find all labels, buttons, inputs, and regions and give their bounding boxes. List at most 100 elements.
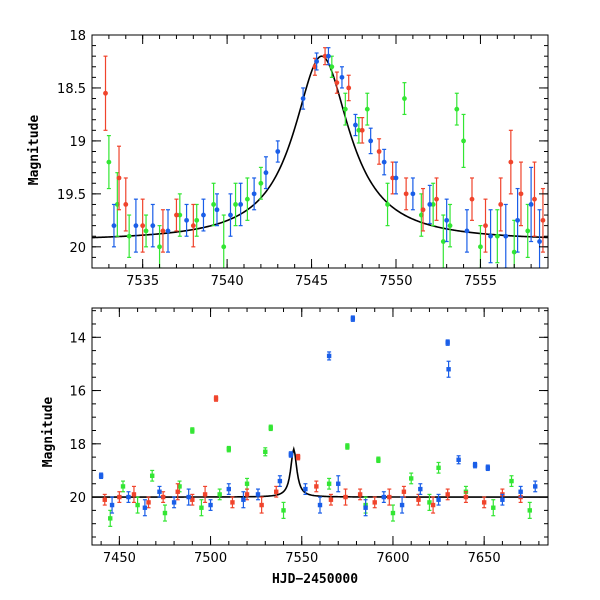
data-point xyxy=(329,64,335,70)
data-point xyxy=(109,502,115,508)
y-tick-label: 18 xyxy=(69,438,86,453)
data-point xyxy=(190,428,195,433)
data-point xyxy=(263,170,269,176)
data-point xyxy=(157,489,162,494)
bottom-panel-full-light-curve: 7450 7500 7550 7600 7650 14 16 18 20 xyxy=(69,307,549,566)
data-point xyxy=(500,497,505,502)
data-point xyxy=(410,191,416,197)
data-point xyxy=(336,481,341,486)
data-point xyxy=(508,159,514,165)
data-point xyxy=(409,476,414,481)
data-point xyxy=(303,486,308,492)
data-point xyxy=(381,494,387,500)
data-point xyxy=(399,502,405,508)
data-point xyxy=(334,80,340,86)
data-point xyxy=(483,223,488,229)
data-point xyxy=(525,228,531,234)
x-tick-label: 7555 xyxy=(464,274,497,289)
data-point xyxy=(359,127,365,133)
data-point xyxy=(444,217,450,223)
series-green xyxy=(108,424,532,527)
data-point xyxy=(418,486,423,492)
data-point xyxy=(481,500,487,505)
data-point xyxy=(208,502,213,508)
x-tick-label: 7540 xyxy=(211,274,244,289)
y-tick-label: 14 xyxy=(69,331,86,346)
data-point xyxy=(157,244,162,250)
data-point xyxy=(131,492,137,497)
data-point xyxy=(98,473,104,478)
data-point xyxy=(126,494,131,500)
data-point xyxy=(221,244,227,250)
data-point xyxy=(190,223,196,229)
data-point xyxy=(356,127,362,133)
data-point xyxy=(445,492,450,497)
data-point xyxy=(295,454,301,460)
data-point xyxy=(244,196,250,202)
model-curve xyxy=(92,446,548,498)
data-point xyxy=(263,449,268,454)
data-point xyxy=(427,202,433,207)
data-point xyxy=(456,457,461,462)
data-point xyxy=(288,452,294,457)
data-point xyxy=(390,175,396,181)
data-point xyxy=(376,457,381,462)
y-tick-label: 18.5 xyxy=(57,82,86,97)
data-point xyxy=(403,191,409,197)
data-point xyxy=(402,96,407,101)
data-point xyxy=(214,207,220,213)
series-blue xyxy=(98,315,538,517)
data-point xyxy=(469,196,475,202)
series-red xyxy=(103,47,546,253)
data-point xyxy=(436,497,441,502)
data-point xyxy=(326,353,332,359)
data-point xyxy=(368,138,374,144)
data-point xyxy=(120,484,126,489)
data-point xyxy=(175,489,180,494)
y-tick-label: 20 xyxy=(69,241,86,256)
data-point xyxy=(123,202,129,207)
data-point xyxy=(528,202,534,207)
data-point xyxy=(463,494,469,500)
data-point xyxy=(111,223,117,229)
data-point xyxy=(102,497,107,502)
data-point xyxy=(199,505,204,510)
data-point xyxy=(420,207,426,213)
data-point xyxy=(527,508,532,513)
data-point xyxy=(277,478,283,484)
x-tick-label: 7550 xyxy=(285,551,318,566)
data-point xyxy=(274,489,279,494)
data-point xyxy=(160,228,166,234)
x-tick-label: 7650 xyxy=(468,551,501,566)
data-point xyxy=(498,202,504,207)
data-point xyxy=(275,149,281,154)
plot-area xyxy=(92,315,548,527)
data-point xyxy=(177,484,182,489)
data-point xyxy=(342,106,348,112)
data-point xyxy=(103,90,108,96)
data-point xyxy=(244,481,250,486)
data-point xyxy=(357,492,363,497)
y-tick-label: 19.5 xyxy=(57,188,86,203)
bottom-x-axis-label: HJD−2450000 xyxy=(272,572,358,587)
data-point xyxy=(445,340,450,345)
top-y-axis-label: Magnitude xyxy=(27,115,42,186)
data-point xyxy=(326,53,331,59)
data-point xyxy=(174,212,179,218)
data-point xyxy=(345,444,350,449)
data-point xyxy=(300,96,306,101)
data-point xyxy=(217,492,222,497)
data-point xyxy=(211,202,217,207)
data-point xyxy=(518,489,523,494)
data-point xyxy=(226,446,231,452)
data-point xyxy=(434,196,439,202)
bottom-y-axis-label: Magnitude xyxy=(41,397,56,468)
data-point xyxy=(515,217,520,223)
data-point xyxy=(461,138,466,144)
data-point xyxy=(440,239,446,244)
data-point xyxy=(532,196,537,202)
data-point xyxy=(201,212,206,218)
data-point xyxy=(364,106,370,112)
data-point xyxy=(314,484,319,489)
